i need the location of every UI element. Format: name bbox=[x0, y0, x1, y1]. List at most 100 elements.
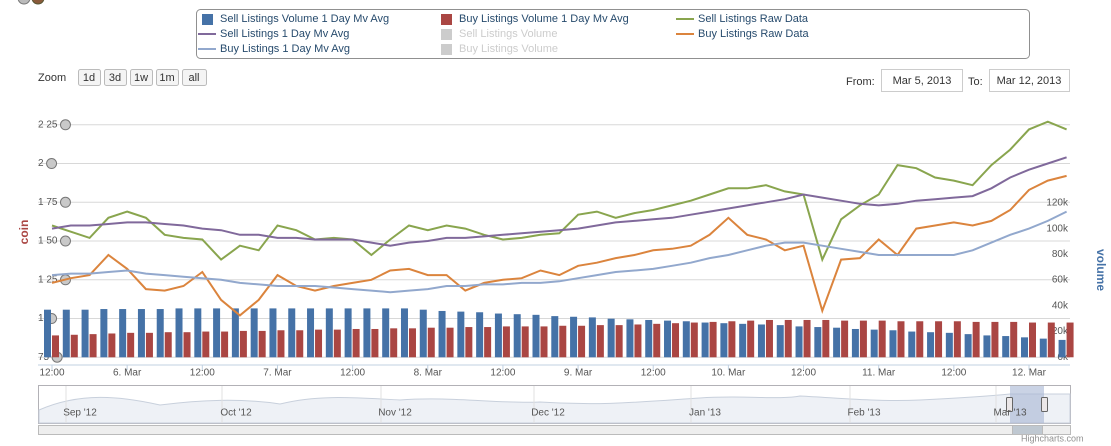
volume-bar bbox=[108, 333, 116, 358]
volume-bar bbox=[833, 327, 841, 358]
scrollbar-thumb[interactable] bbox=[1012, 425, 1043, 435]
zoom-button[interactable] bbox=[130, 69, 153, 86]
x-tick-label: 12:00 bbox=[941, 368, 966, 379]
zoom-buttons: 1d 3d 1w 1m all bbox=[78, 69, 207, 86]
legend-label[interactable]: Sell Listings Volume 1 Day Mv Avg bbox=[220, 13, 389, 25]
zoom-button-label[interactable]: 1w bbox=[134, 72, 148, 84]
volume-bar bbox=[465, 327, 473, 358]
coin-icon bbox=[31, 0, 45, 5]
volume-bar bbox=[626, 319, 634, 358]
legend-label[interactable]: Buy Listings Volume bbox=[459, 43, 558, 55]
volume-bar bbox=[1039, 338, 1047, 358]
volume-bar bbox=[1058, 339, 1066, 358]
volume-bar bbox=[288, 308, 296, 358]
volume-bar bbox=[333, 329, 341, 358]
volume-bar bbox=[390, 328, 398, 358]
legend-label[interactable]: Sell Listings 1 Day Mv Avg bbox=[220, 28, 349, 40]
navigator-label: Jan '13 bbox=[689, 408, 721, 419]
zoom-button-label[interactable]: all bbox=[188, 72, 199, 84]
zoom-button[interactable] bbox=[78, 69, 101, 86]
volume-bar bbox=[653, 323, 661, 358]
legend-label[interactable]: Buy Listings Volume 1 Day Mv Avg bbox=[459, 13, 629, 25]
y-tick-label: 1 75 bbox=[38, 197, 58, 208]
volume-bar bbox=[484, 327, 492, 358]
volume-bar bbox=[250, 308, 258, 358]
volume-bar bbox=[776, 325, 784, 358]
navigator-series bbox=[38, 393, 1071, 424]
volume-bar bbox=[89, 334, 97, 358]
volume-bar bbox=[371, 328, 379, 358]
volume-bar bbox=[728, 321, 736, 358]
volume-bar bbox=[991, 321, 999, 358]
volume-bar bbox=[127, 332, 135, 358]
navigator-label: Dec '12 bbox=[531, 408, 565, 419]
zoom-button[interactable] bbox=[182, 69, 207, 86]
volume-bar bbox=[513, 314, 521, 358]
volume-bar bbox=[596, 325, 604, 358]
y2-tick-label: 20k bbox=[1052, 326, 1069, 337]
volume-bar bbox=[664, 320, 672, 358]
volume-bar bbox=[175, 308, 183, 358]
volume-bar bbox=[408, 328, 416, 358]
y-tick-label: 1 50 bbox=[38, 236, 58, 247]
y-axis-title: coin bbox=[17, 220, 31, 245]
x-tick-label: 12:00 bbox=[641, 368, 666, 379]
scrollbar[interactable] bbox=[38, 425, 1071, 435]
volume-bar bbox=[1002, 336, 1010, 358]
y2-tick-label: 100k bbox=[1046, 223, 1069, 234]
volume-bar bbox=[269, 308, 277, 358]
volume-bar bbox=[81, 309, 89, 358]
x-tick-label: 9. Mar bbox=[564, 368, 593, 379]
volume-bar bbox=[588, 317, 596, 358]
volume-bar bbox=[803, 319, 811, 358]
volume-bar bbox=[1047, 322, 1055, 358]
volume-bar bbox=[559, 325, 567, 358]
plot-area: 2 25 2 1 75 1 50 1 25 1 75 0k 20k 40k 60k 80k 100k 12… bbox=[38, 119, 1074, 379]
volume-bar bbox=[258, 330, 266, 358]
legend-label[interactable]: Buy Listings Raw Data bbox=[698, 28, 810, 40]
volume-bar bbox=[296, 330, 304, 358]
zoom-button[interactable] bbox=[156, 69, 179, 86]
series-line bbox=[51, 156, 1067, 247]
y-tick-label: 2 25 bbox=[38, 119, 58, 130]
legend-label[interactable]: Sell Listings Raw Data bbox=[698, 13, 809, 25]
x-tick-label: 12:00 bbox=[340, 368, 365, 379]
coin-icon bbox=[59, 119, 71, 131]
volume-bar bbox=[231, 308, 239, 358]
volume-bar bbox=[607, 318, 615, 358]
volume-bar bbox=[908, 331, 916, 358]
zoom-button-label[interactable]: 3d bbox=[109, 72, 121, 84]
zoom-button[interactable] bbox=[104, 69, 127, 86]
legend-label[interactable]: Sell Listings Volume bbox=[459, 28, 557, 40]
volume-bar bbox=[438, 310, 446, 358]
volume-bar bbox=[502, 326, 510, 358]
volume-bar bbox=[164, 332, 172, 358]
volume-bar bbox=[851, 328, 859, 358]
navigator-selection[interactable] bbox=[1010, 386, 1044, 423]
volume-bar bbox=[983, 335, 991, 358]
volume-bar bbox=[540, 326, 548, 358]
to-value: Mar 12, 2013 bbox=[997, 75, 1062, 87]
volume-bar bbox=[52, 335, 59, 358]
zoom-button-label[interactable]: 1d bbox=[83, 72, 95, 84]
x-tick-label: 10. Mar bbox=[711, 368, 746, 379]
navigator-handle[interactable] bbox=[1041, 397, 1048, 412]
volume-bar bbox=[315, 329, 323, 358]
volume-bar bbox=[427, 327, 435, 358]
volume-bar bbox=[814, 327, 822, 358]
zoom-button-label[interactable]: 1m bbox=[159, 72, 174, 84]
volume-bar bbox=[953, 321, 961, 358]
to-label: To: bbox=[968, 76, 983, 88]
navigator-label: Oct '12 bbox=[220, 408, 252, 419]
legend-label[interactable]: Buy Listings 1 Day Mv Avg bbox=[220, 43, 350, 55]
from-input[interactable] bbox=[881, 69, 963, 92]
to-input[interactable] bbox=[989, 69, 1070, 92]
volume-bar bbox=[859, 320, 867, 358]
volume-bar bbox=[457, 311, 465, 358]
legend: Sell Listings Volume 1 Day Mv Avg Buy Lis… bbox=[198, 13, 810, 55]
volume-bar bbox=[1066, 322, 1074, 358]
navigator-handle[interactable] bbox=[1006, 397, 1013, 412]
volume-bar bbox=[964, 334, 972, 358]
volume-bar bbox=[795, 326, 803, 358]
x-tick-label: 7. Mar bbox=[263, 368, 292, 379]
